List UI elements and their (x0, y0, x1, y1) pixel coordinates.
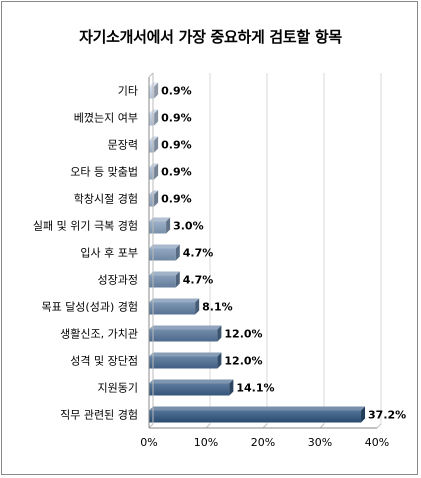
value-label: 3.0% (173, 220, 204, 233)
bar-front (149, 302, 196, 315)
bar-side (154, 82, 159, 99)
category-label: 목표 달성(성과) 경험 (41, 301, 138, 314)
axes (148, 72, 377, 429)
bar-side (154, 163, 159, 180)
value-label: 0.9% (161, 166, 192, 179)
value-label: 12.0% (224, 328, 262, 341)
bar (149, 298, 200, 315)
value-label: 0.9% (161, 193, 192, 206)
bar-side (217, 352, 222, 369)
bar-side (175, 271, 180, 288)
bar (149, 82, 159, 99)
category-label: 입사 후 포부 (80, 247, 138, 260)
gridline-floor (205, 423, 211, 429)
bar-top (149, 190, 159, 195)
bar-front (149, 329, 218, 342)
bar-top (149, 379, 234, 384)
bar-top (149, 109, 159, 114)
bar-top (149, 82, 159, 87)
bar-side (154, 190, 159, 207)
bar-top (149, 325, 222, 330)
value-label: 14.1% (236, 382, 274, 395)
bar-top (149, 352, 222, 357)
bar (149, 325, 222, 342)
gridline-floor (262, 423, 268, 429)
category-label: 직무 관련된 경험 (60, 409, 138, 422)
category-label: 오타 등 맞춤법 (70, 166, 138, 179)
value-label: 0.9% (161, 85, 192, 98)
bar-front (149, 86, 155, 99)
value-label: 37.2% (368, 409, 406, 422)
bar (149, 352, 222, 369)
value-label: 0.9% (161, 139, 192, 152)
category-label: 성장과정 (98, 274, 138, 287)
bar-side (166, 217, 171, 234)
category-label: 기타 (118, 85, 138, 98)
bar-front (149, 140, 155, 153)
category-label: 성격 및 장단점 (70, 355, 138, 368)
bar-side (361, 406, 366, 423)
bar (149, 136, 159, 153)
gridline-floor (376, 423, 382, 429)
bar (149, 244, 180, 261)
bar-top (149, 406, 366, 411)
x-tick-label: 40% (365, 436, 389, 449)
bar-front (149, 356, 218, 369)
gridline-floor (319, 423, 325, 429)
bar-top (149, 163, 159, 168)
bar-front (149, 383, 230, 396)
bar-top (149, 136, 159, 141)
bar (149, 190, 159, 207)
bars (149, 82, 366, 423)
category-label: 실패 및 위기 극복 경험 (33, 220, 138, 233)
category-label: 학창시절 경험 (74, 193, 138, 206)
category-label: 생활신조, 가치관 (60, 327, 138, 341)
bar-front (149, 248, 176, 261)
category-label: 문장력 (108, 139, 138, 152)
x-tick-label: 30% (308, 436, 332, 449)
bar-side (229, 379, 234, 396)
bar-front (149, 275, 176, 288)
bar-front (149, 167, 155, 180)
bar-side (154, 109, 159, 126)
bar-front (149, 194, 155, 207)
axis-corner-line (148, 72, 154, 78)
bar (149, 163, 159, 180)
bar (149, 379, 234, 396)
bar-front (149, 410, 362, 423)
bar-front (149, 113, 155, 126)
value-label: 0.9% (161, 112, 192, 125)
value-label: 4.7% (183, 274, 214, 287)
bar-top (149, 271, 180, 276)
bar-side (195, 298, 200, 315)
category-label: 지원동기 (98, 382, 138, 395)
bar-side (217, 325, 222, 342)
bar (149, 406, 366, 423)
x-tick-label: 20% (251, 436, 275, 449)
bar (149, 217, 171, 234)
bar-side (154, 136, 159, 153)
labels: 0% 10% 20% 30% 40% 기타 0.9% 베꼈는지 여부 0.9% 문장력 0.9% 오타… (33, 85, 406, 450)
gridline-floor (148, 423, 154, 429)
bar-front (149, 221, 167, 234)
x-tick-label: 0% (140, 436, 157, 449)
value-label: 12.0% (224, 355, 262, 368)
bar-top (149, 298, 200, 303)
bar (149, 109, 159, 126)
bar-top (149, 244, 180, 249)
bar (149, 271, 180, 288)
bar-top (149, 217, 171, 222)
x-tick-label: 10% (194, 436, 218, 449)
value-label: 8.1% (202, 301, 233, 314)
value-label: 4.7% (183, 247, 214, 260)
bar-side (175, 244, 180, 261)
chart-title: 자기소개서에서 가장 중요하게 검토할 항목 (79, 28, 342, 46)
category-label: 베꼈는지 여부 (74, 112, 138, 125)
